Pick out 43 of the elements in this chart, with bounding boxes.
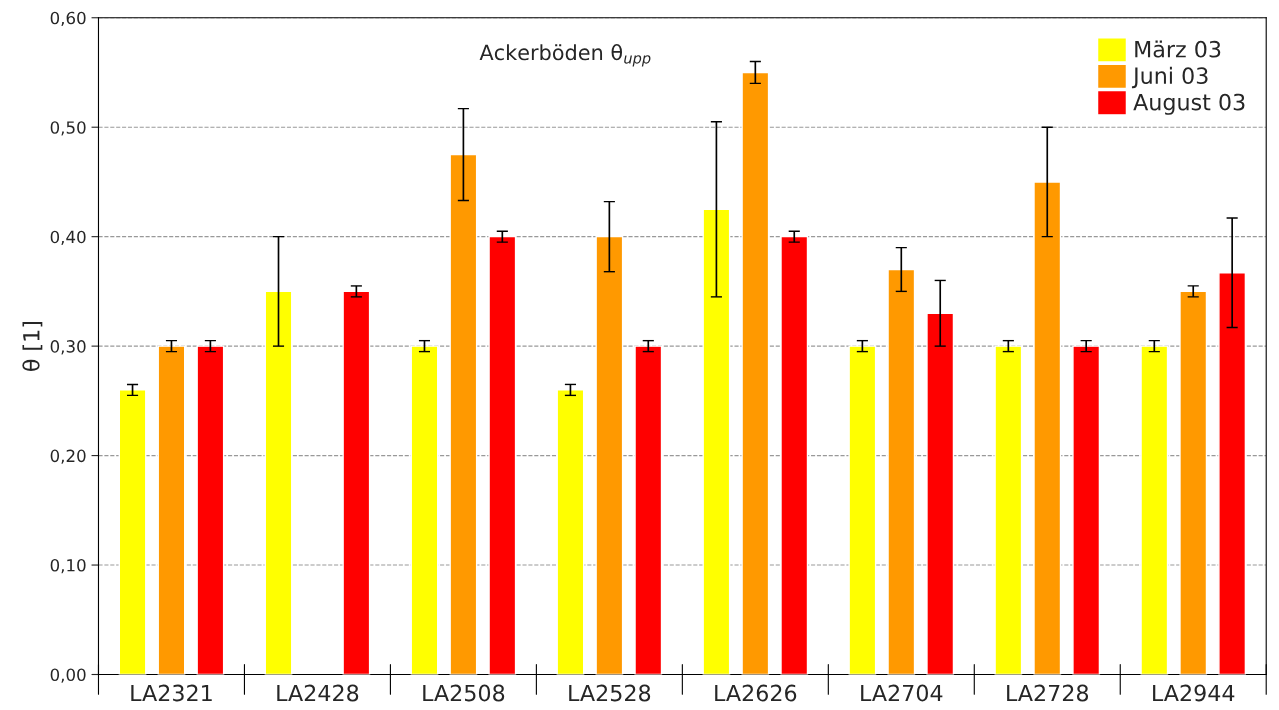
bar xyxy=(1033,181,1062,675)
bar xyxy=(741,71,770,675)
bar xyxy=(196,345,225,675)
bar xyxy=(595,235,624,675)
x-tick-label: LA2428 xyxy=(277,684,359,702)
bar xyxy=(449,153,478,675)
x-tick-label: LA2626 xyxy=(715,684,797,702)
text: Ackerböden θ$_{upp}$ xyxy=(479,44,651,67)
bar xyxy=(1140,345,1169,675)
bar xyxy=(556,389,585,675)
bar xyxy=(702,208,731,675)
x-tick-label: LA2508 xyxy=(423,684,505,702)
y-tick-label: 0,50 xyxy=(50,121,86,136)
bar xyxy=(887,268,916,675)
bar xyxy=(780,235,809,675)
bar xyxy=(157,345,186,675)
y-tick-label: 0,30 xyxy=(50,340,86,355)
y-tick-label: 0,40 xyxy=(50,230,86,245)
bar xyxy=(1179,290,1208,675)
x-tick-label: LA2944 xyxy=(1153,684,1235,702)
legend-label: Juni 03 xyxy=(1131,66,1208,89)
x-tick-label: LA2704 xyxy=(861,684,943,702)
y-tick-label: 0,60 xyxy=(50,11,86,27)
y-tick-label: 0,20 xyxy=(50,449,86,464)
bar xyxy=(1072,345,1101,675)
bar xyxy=(926,312,955,675)
x-tick-label: LA2528 xyxy=(569,684,651,702)
legend-label: März 03 xyxy=(1135,40,1221,58)
legend-label: August 03 xyxy=(1133,93,1245,115)
bar xyxy=(488,235,517,675)
y-tick-label: 0,10 xyxy=(50,559,86,574)
bar xyxy=(848,345,877,675)
bar xyxy=(410,345,439,675)
y-tick-label: 0,00 xyxy=(50,668,86,683)
bar xyxy=(342,290,371,675)
y-axis-title: θ [1] xyxy=(22,321,43,371)
bar xyxy=(118,389,147,675)
bar xyxy=(264,290,293,675)
bar xyxy=(634,345,663,675)
x-tick-label: LA2321 xyxy=(131,684,212,702)
x-tick-label: LA2728 xyxy=(1007,684,1089,702)
bar xyxy=(1218,272,1247,675)
bar xyxy=(994,345,1023,675)
